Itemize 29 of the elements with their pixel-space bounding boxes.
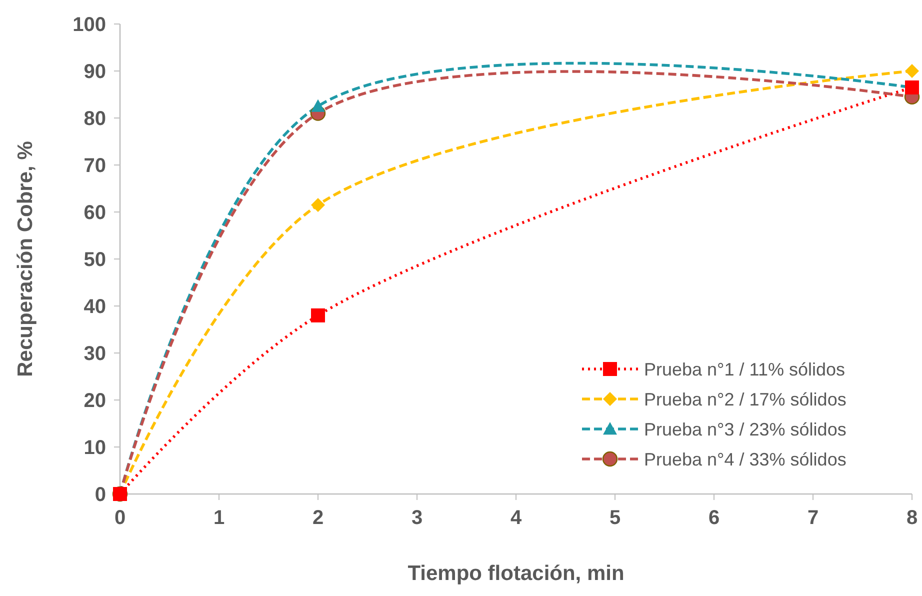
x-tick-label: 3: [411, 507, 423, 529]
y-tick-label: 50: [84, 249, 106, 271]
y-axis-title: Recuperación Cobre, %: [14, 140, 37, 377]
y-tick-label: 40: [84, 296, 106, 318]
x-tick-label: 5: [609, 507, 621, 529]
legend-label: Prueba n°2 / 17% sólidos: [644, 389, 846, 410]
y-tick-label: 20: [84, 390, 106, 412]
y-tick-label: 100: [72, 14, 106, 36]
y-tick-label: 90: [84, 61, 106, 83]
x-axis-title: Tiempo flotación, min: [408, 562, 624, 585]
x-tick-label: 7: [807, 507, 819, 529]
x-tick-label: 8: [906, 507, 918, 529]
x-tick-label: 0: [114, 507, 126, 529]
legend-label: Prueba n°1 / 11% sólidos: [644, 359, 845, 380]
y-tick-label: 70: [84, 155, 106, 177]
x-tick-label: 6: [708, 507, 720, 529]
y-tick-label: 60: [84, 202, 106, 224]
y-tick-label: 80: [84, 108, 106, 130]
legend-label: Prueba n°3 / 23% sólidos: [644, 419, 846, 440]
legend-label: Prueba n°4 / 33% sólidos: [644, 449, 846, 470]
point: [311, 198, 325, 212]
point: [905, 64, 919, 78]
x-tick-label: 1: [213, 507, 225, 529]
x-tick-label: 4: [510, 507, 522, 529]
y-tick-label: 30: [84, 343, 106, 365]
x-tick-label: 2: [312, 507, 324, 529]
y-tick-label: 0: [94, 484, 106, 506]
y-tick-label: 10: [84, 437, 106, 459]
point: [311, 308, 325, 322]
